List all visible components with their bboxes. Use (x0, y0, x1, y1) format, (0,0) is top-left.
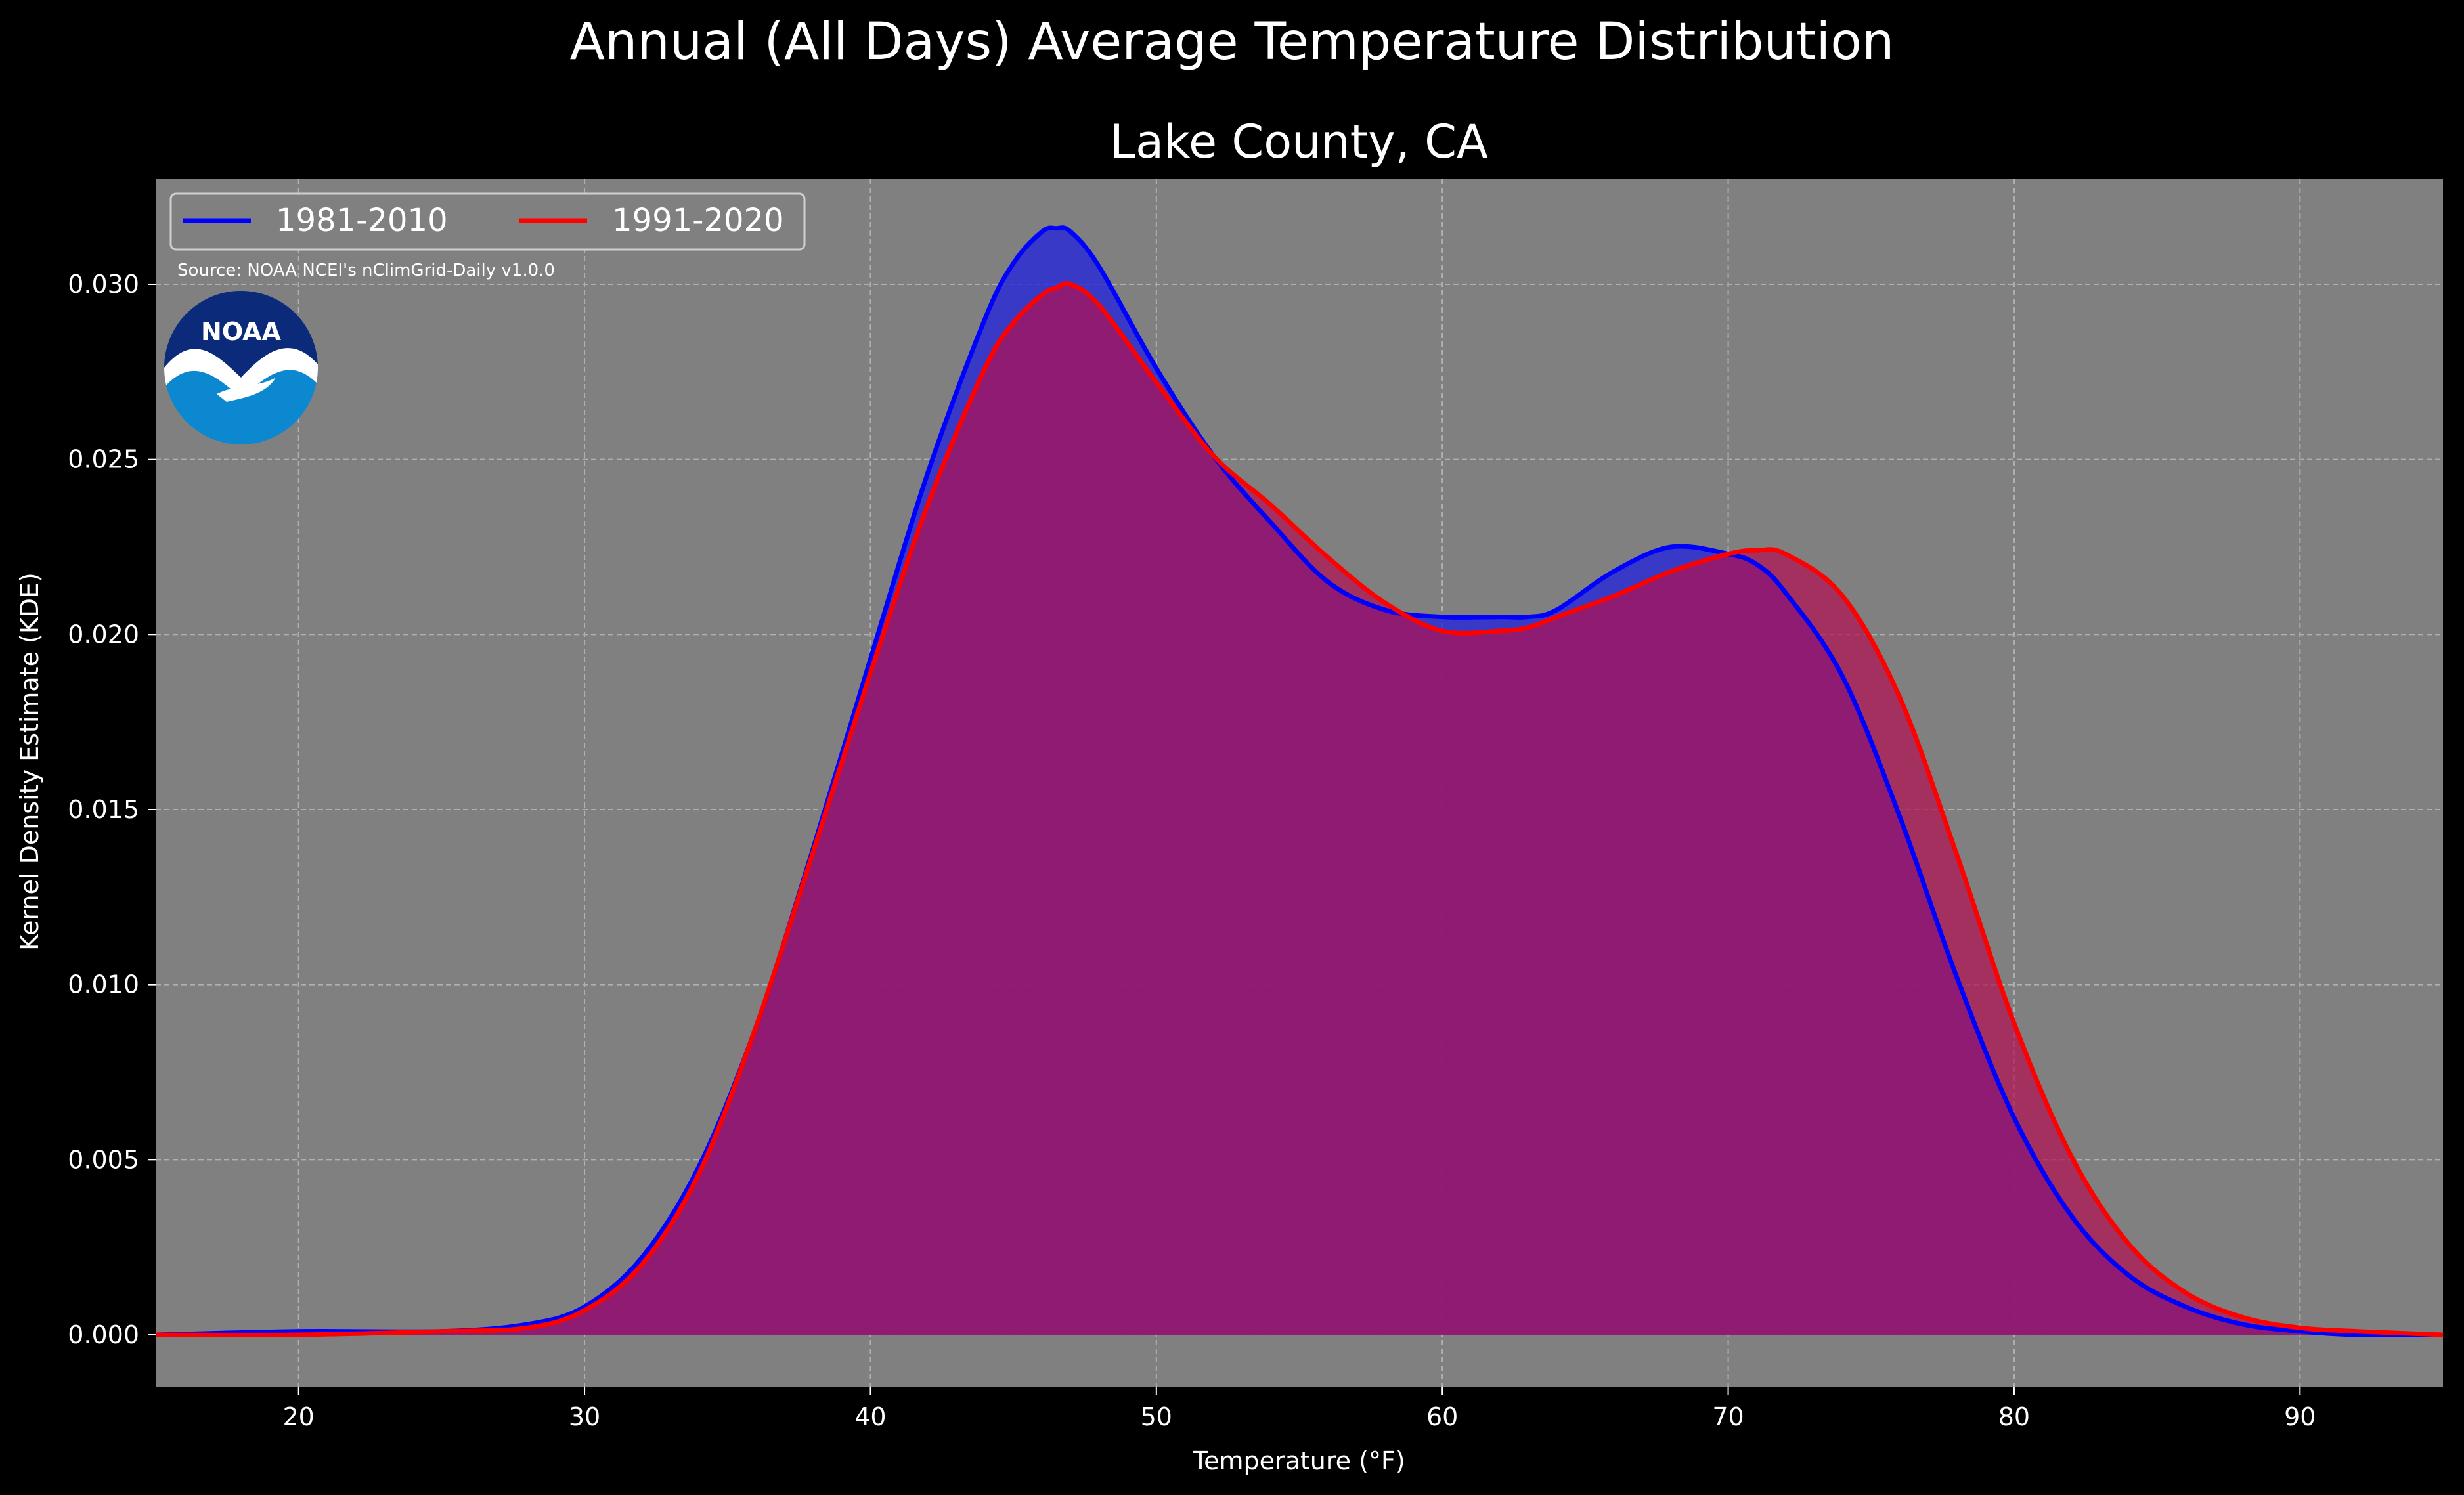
x-axis-label: Temperature (°F) (1192, 1446, 1405, 1475)
legend: 1981-2010 1991-2020 (169, 192, 806, 251)
x-ticks: 20 30 40 50 60 70 80 90 (283, 1387, 2316, 1431)
y-ticks: 0.000 0.005 0.010 0.015 0.020 0.025 0.030 (68, 270, 156, 1349)
x-tick-label: 80 (1998, 1402, 2030, 1431)
x-tick-label: 30 (569, 1402, 600, 1431)
legend-label-1991-2020: 1991-2020 (612, 202, 784, 239)
y-tick-label: 0.015 (68, 795, 139, 824)
legend-box (169, 192, 806, 251)
y-tick-label: 0.005 (68, 1145, 139, 1174)
density-lines (155, 225, 2444, 1337)
x-tick-label: 50 (1141, 1402, 1172, 1431)
x-tick-label: 70 (1712, 1402, 1744, 1431)
x-tick-label: 40 (854, 1402, 886, 1431)
density-areas (156, 227, 2443, 1335)
y-tick-label: 0.025 (68, 445, 139, 474)
y-tick-label: 0.000 (68, 1320, 139, 1349)
density-line-1991-2020 (155, 281, 2444, 1337)
y-axis-label: Kernel Density Estimate (KDE) (15, 573, 44, 951)
legend-label-1981-2010: 1981-2010 (276, 202, 448, 239)
y-tick-label: 0.010 (68, 970, 139, 999)
y-tick-label: 0.030 (68, 270, 139, 299)
noaa-logo: NOAA (164, 291, 318, 444)
figure-title: Annual (All Days) Average Temperature Di… (570, 12, 1895, 72)
y-tick-label: 0.020 (68, 620, 139, 649)
x-tick-label: 90 (2284, 1402, 2316, 1431)
x-tick-label: 20 (283, 1402, 315, 1431)
density-area-1991-2020 (156, 283, 2443, 1335)
source-note: Source: NOAA NCEI's nClimGrid-Daily v1.0… (177, 261, 555, 280)
x-tick-label: 60 (1426, 1402, 1458, 1431)
axes-title: Lake County, CA (1110, 115, 1488, 169)
noaa-logo-text: NOAA (201, 317, 281, 346)
